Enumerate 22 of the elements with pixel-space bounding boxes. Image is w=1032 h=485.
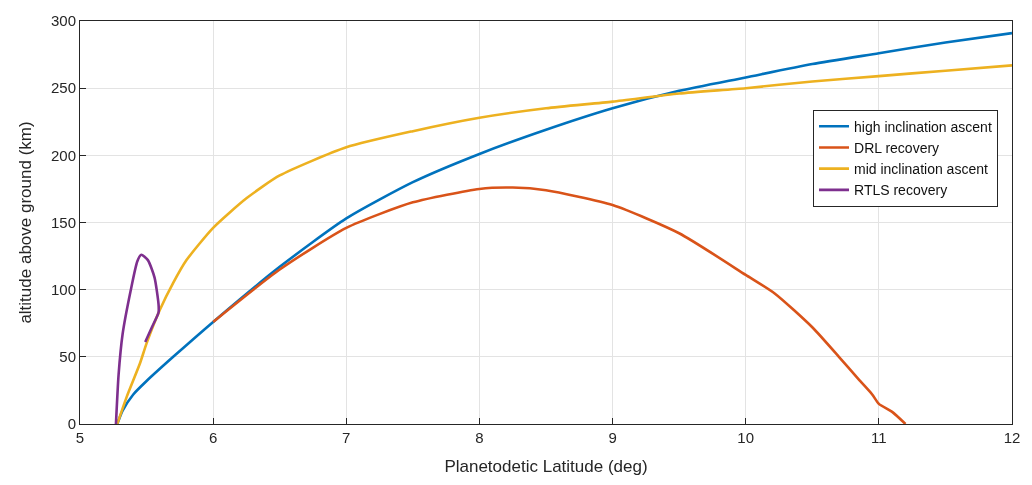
legend-label: high inclination ascent (854, 118, 992, 135)
x-tick-label: 9 (608, 429, 617, 446)
y-tick-label: 150 (50, 213, 76, 231)
legend-label: mid inclination ascent (854, 161, 988, 178)
x-tick-label: 10 (737, 429, 755, 446)
x-tick-label: 11 (871, 429, 887, 446)
x-axis-title: Planetodetic Latitude (deg) (444, 457, 648, 477)
y-tick-label: 100 (50, 280, 76, 298)
line-series (114, 253, 161, 424)
y-axis-title: altitude above ground (km) (15, 121, 35, 324)
x-tick-label: 12 (1003, 429, 1021, 446)
x-tick-label: 6 (208, 429, 218, 446)
y-tick-label: 0 (67, 415, 76, 433)
legend-label: DRL recovery (854, 139, 940, 156)
y-tick-label: 50 (59, 348, 76, 366)
x-tick-label: 7 (342, 429, 351, 446)
y-tick-label: 300 (50, 12, 76, 30)
y-tick-label: 200 (50, 146, 76, 164)
legend-label: RTLS recovery (854, 182, 948, 199)
x-tick-label: 8 (475, 429, 484, 446)
y-tick-label: 250 (50, 79, 76, 97)
x-tick-label: 5 (75, 429, 85, 446)
